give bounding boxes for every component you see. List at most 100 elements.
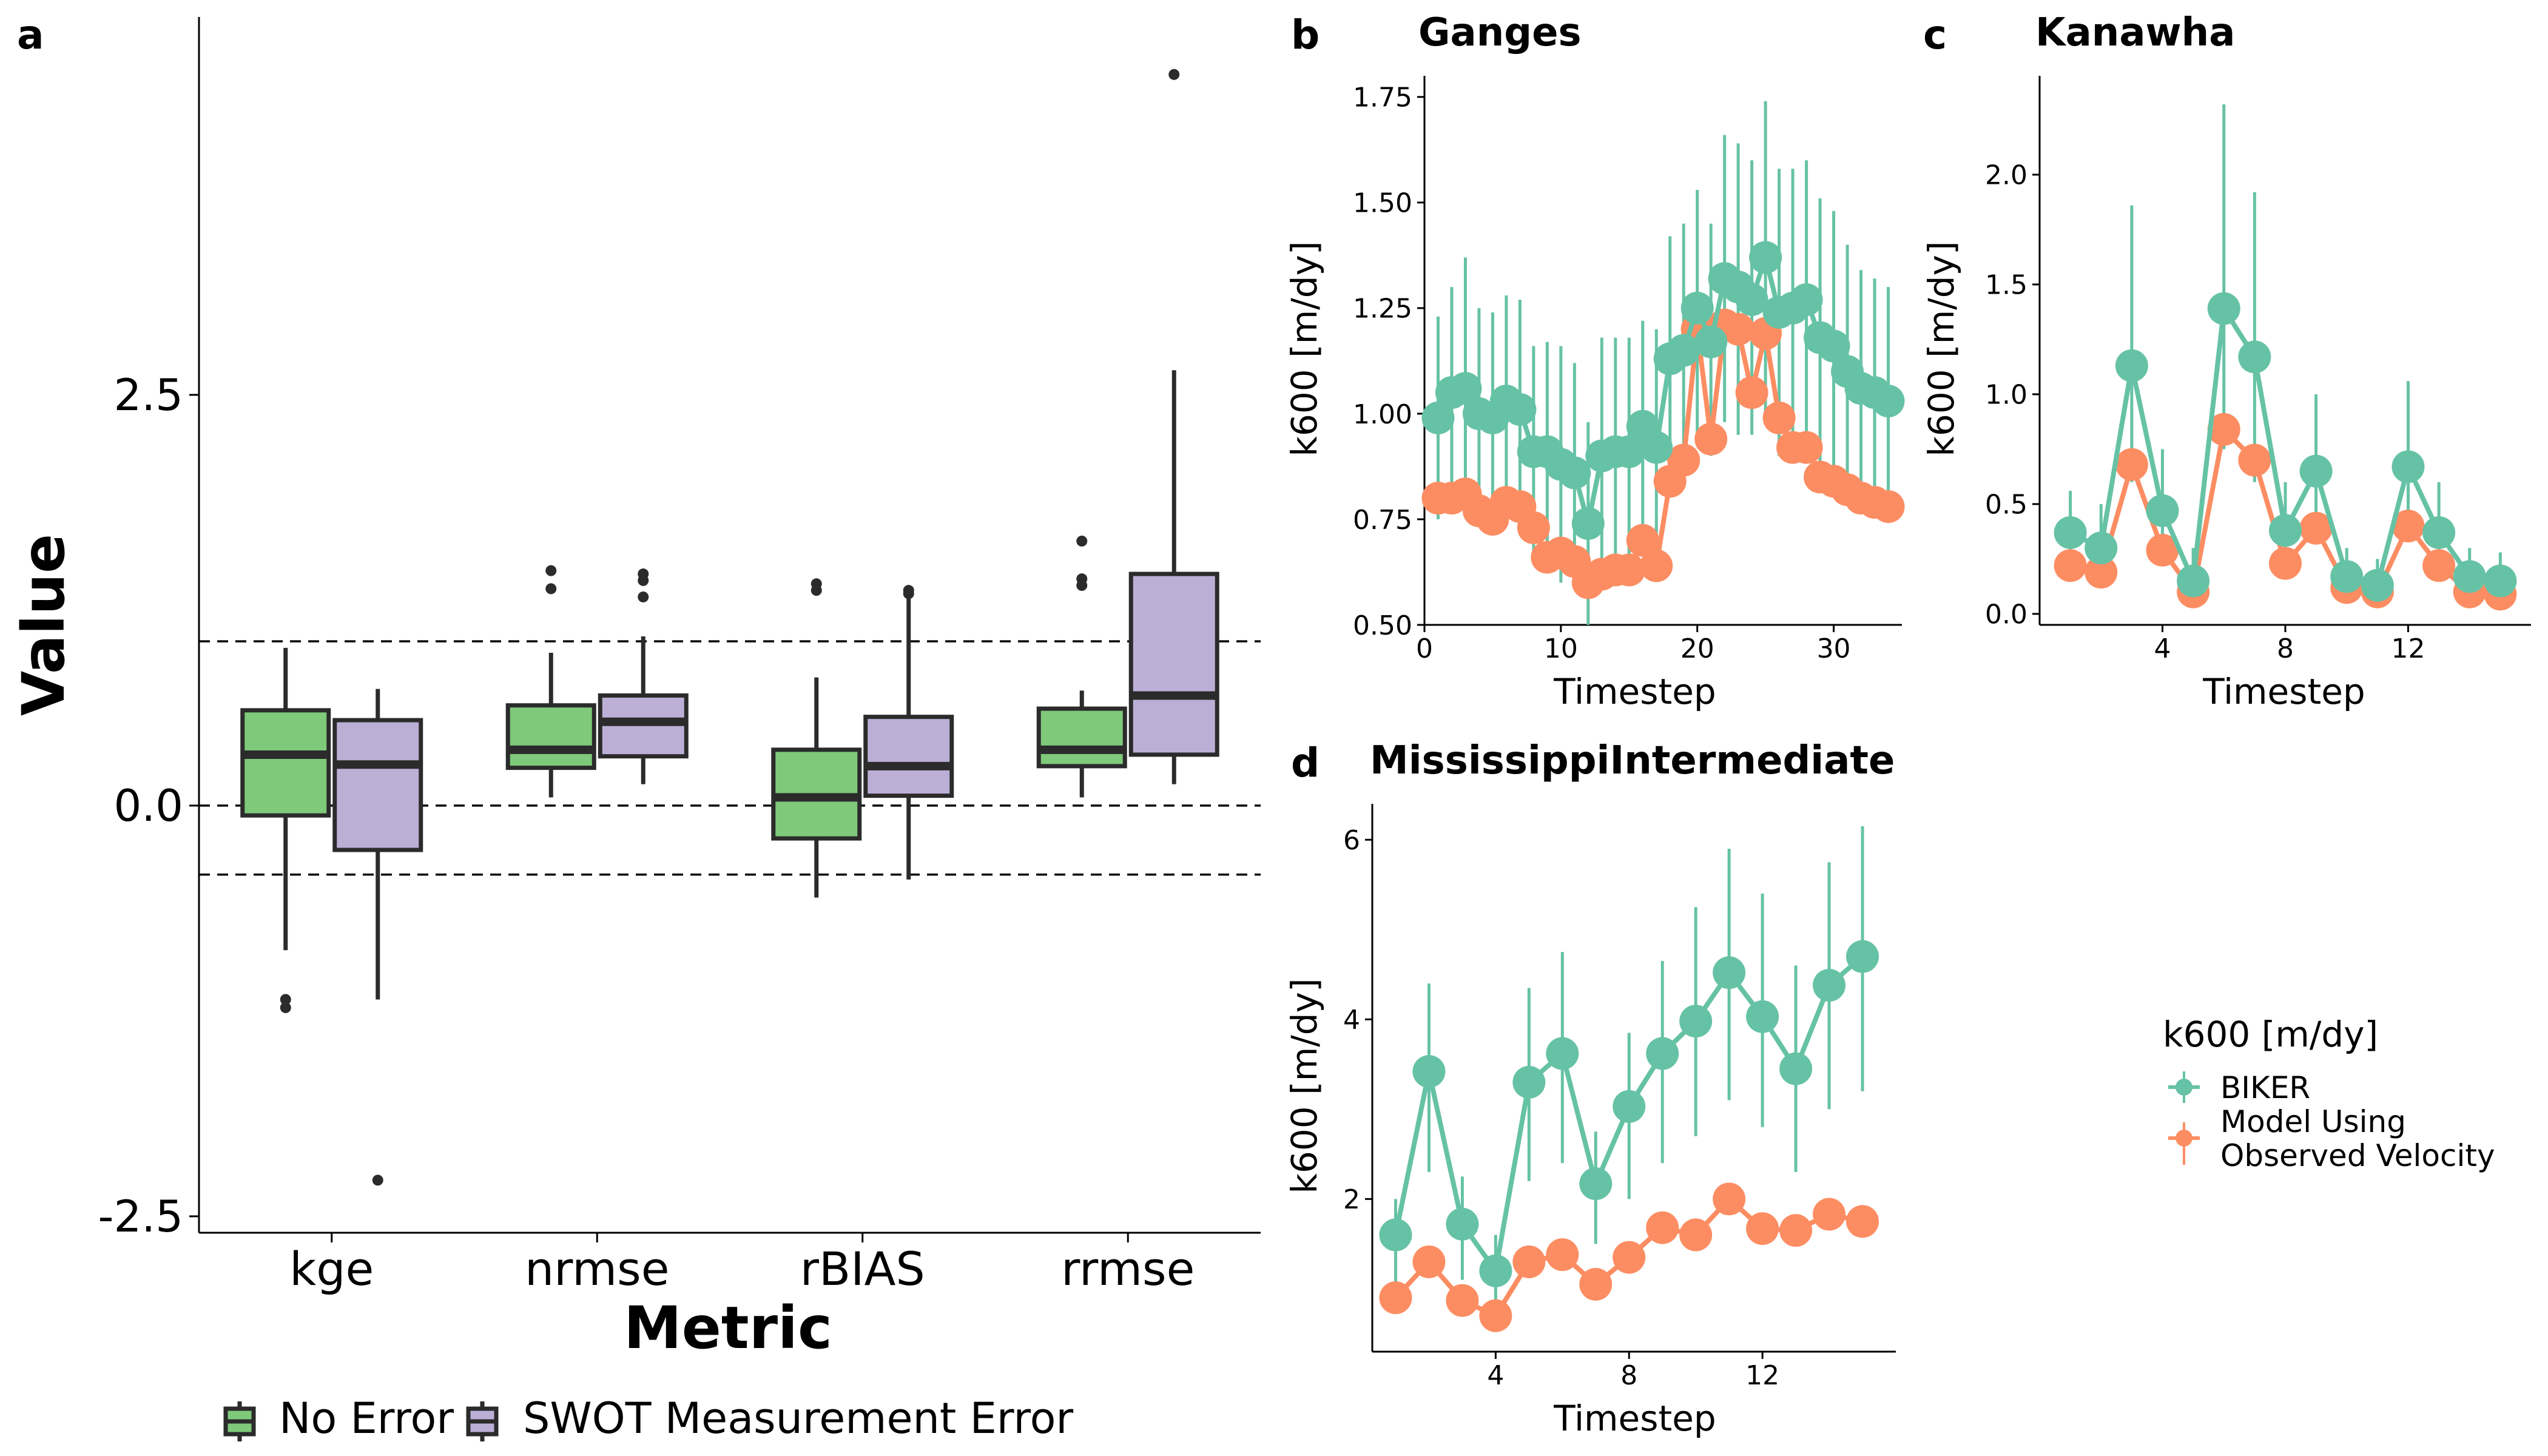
- x-tick-label-rbias: rBIAS: [800, 1242, 925, 1296]
- biker-point: [1571, 507, 1605, 540]
- model-point: [1846, 1205, 1879, 1238]
- panel-c: c Kanawha 0.0 0.5 1.0 1.5 2.0 4 8 12 Timestep k…: [1921, 10, 2531, 712]
- y-tick-label: 1.5: [1985, 270, 2027, 301]
- y-tick-label: 0.5: [1985, 490, 2027, 521]
- biker-point: [1679, 1005, 1713, 1038]
- outlier-point: [1076, 535, 1088, 547]
- model-point: [1735, 376, 1768, 410]
- box-iqr: [332, 718, 423, 852]
- panel-c-y-title: k600 [m/dy]: [1921, 241, 1962, 456]
- legend-entry-no-error: No Error: [223, 1394, 454, 1443]
- model-point: [1746, 1212, 1779, 1245]
- model-point: [1694, 422, 1728, 456]
- box-iqr: [505, 703, 596, 770]
- biker-point: [2269, 514, 2302, 547]
- biker-point: [1546, 1037, 1579, 1070]
- panel-c-letter: c: [1923, 12, 1947, 58]
- biker-points: [1379, 940, 1879, 1287]
- model-point: [2085, 556, 2118, 589]
- biker-point: [2146, 494, 2179, 527]
- model-point: [1546, 1238, 1579, 1272]
- biker-point: [2391, 450, 2425, 484]
- legend-label-no-error: No Error: [279, 1394, 454, 1443]
- biker-point: [1640, 431, 1673, 464]
- biker-point: [1749, 241, 1782, 274]
- biker-point: [2115, 349, 2148, 382]
- x-tick-label-kge: kge: [289, 1242, 374, 1296]
- y-tick-label: 0.0: [113, 780, 183, 831]
- biker-point: [1613, 1090, 1646, 1123]
- y-tick-label: 2.5: [113, 369, 183, 420]
- legend-entry-model: Model Using Observed Velocity: [2168, 1104, 2495, 1173]
- biker-point: [1421, 401, 1455, 434]
- biker-point: [1512, 1065, 1546, 1099]
- x-tick-label: 8: [2277, 633, 2294, 664]
- model-point: [1517, 511, 1550, 544]
- biker-point: [2330, 560, 2364, 593]
- model-point: [1613, 553, 1646, 587]
- outlier-point: [545, 583, 557, 595]
- biker-point: [1646, 1037, 1679, 1070]
- reference-lines: [199, 640, 1261, 876]
- y-tick-label: 0.50: [1353, 610, 1412, 641]
- x-tick-label-nrmse: nrmse: [525, 1242, 669, 1296]
- model-point: [2238, 443, 2271, 477]
- outlier-point: [903, 588, 914, 599]
- x-tick-label: 10: [1544, 633, 1578, 664]
- outlier-point: [372, 1175, 383, 1186]
- biker-point: [2453, 560, 2486, 593]
- biker-point: [1817, 329, 1850, 363]
- panel-d-x-title: Timestep: [1553, 1398, 1716, 1439]
- legend-key-marker: [2176, 1130, 2192, 1147]
- y-tick-label: 1.75: [1353, 83, 1412, 113]
- biker-point: [2177, 564, 2210, 598]
- box-iqr: [863, 715, 954, 798]
- y-tick-label: 4: [1343, 1005, 1360, 1036]
- legend-entry-biker: BIKER: [2168, 1070, 2310, 1105]
- panel-a-letter: a: [17, 12, 44, 58]
- model-point: [1446, 1284, 1479, 1317]
- biker-point: [1746, 1000, 1779, 1033]
- box-nrmse-swot-measurement-error: [598, 568, 689, 784]
- biker-point: [2238, 340, 2271, 374]
- biker-point: [1846, 940, 1879, 973]
- biker-point: [1412, 1055, 1446, 1088]
- outlier-point: [280, 994, 291, 1005]
- legend-label-biker: BIKER: [2220, 1070, 2310, 1105]
- panel-d-title: MississippiIntermediate: [1370, 738, 1895, 783]
- biker-point: [1667, 334, 1700, 367]
- legend-a: No Error SWOT Measurement Error: [223, 1394, 1073, 1443]
- model-point: [1679, 1218, 1713, 1252]
- biker-point: [2085, 531, 2118, 565]
- y-tick-label: 6: [1343, 825, 1360, 856]
- model-point: [1667, 443, 1700, 477]
- box-rrmse-no-error: [1036, 535, 1127, 798]
- series-legend-title: k600 [m/dy]: [2163, 1014, 2378, 1055]
- x-tick-label: 4: [1487, 1360, 1504, 1391]
- x-ticks: kge nrmse rBIAS rrmse: [289, 1233, 1195, 1296]
- biker-point: [1446, 1207, 1479, 1241]
- model-point: [1713, 1182, 1746, 1216]
- model-point: [2391, 510, 2425, 543]
- biker-point: [2299, 454, 2333, 488]
- biker-point: [1503, 393, 1537, 426]
- outlier-point: [638, 591, 649, 602]
- legend-label-model-line2: Observed Velocity: [2220, 1138, 2495, 1173]
- y-tick-label: 2.0: [1985, 160, 2027, 191]
- y-tick-label: 0.75: [1353, 505, 1412, 536]
- ganges-plot: 0.50 0.75 1.00 1.25 1.50 1.75 0 10 20 30: [1353, 76, 1905, 664]
- y-tick-label: 1.00: [1353, 399, 1412, 430]
- biker-point: [2207, 292, 2240, 325]
- box-kge-no-error: [240, 647, 331, 1013]
- x-axis-title: Metric: [624, 1294, 832, 1362]
- boxplots: [240, 69, 1219, 1186]
- y-tick-label: 1.25: [1353, 294, 1412, 325]
- x-tick-label: 20: [1680, 633, 1714, 664]
- panel-d-letter: d: [1291, 740, 1320, 786]
- series-legend: k600 [m/dy] BIKER Model Using Observed V…: [2163, 1014, 2495, 1173]
- box-rbias-no-error: [771, 578, 862, 898]
- mississippi-plot: 2 4 6 4 8 12: [1343, 804, 1896, 1391]
- panel-a: a -2.5 0.0 2.5 kge nrmse rBIAS rrmse Metric V…: [10, 12, 1261, 1443]
- x-tick-label: 0: [1416, 633, 1433, 664]
